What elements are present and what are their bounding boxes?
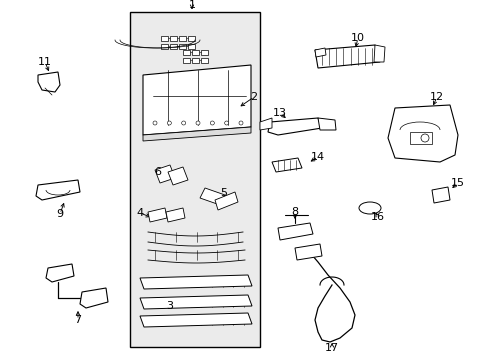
Bar — [187, 44, 194, 49]
Polygon shape — [140, 275, 251, 289]
Text: 3: 3 — [166, 301, 173, 311]
Polygon shape — [215, 192, 238, 210]
Polygon shape — [142, 65, 250, 135]
Bar — [178, 36, 185, 40]
Polygon shape — [387, 105, 457, 162]
Bar — [409, 132, 431, 144]
Bar — [169, 44, 176, 49]
Polygon shape — [140, 313, 251, 327]
Polygon shape — [317, 118, 335, 130]
Text: 1: 1 — [188, 0, 195, 10]
Bar — [201, 58, 207, 63]
Polygon shape — [260, 118, 271, 130]
Text: 15: 15 — [450, 178, 464, 188]
Text: 11: 11 — [38, 57, 52, 67]
Polygon shape — [294, 244, 321, 260]
Polygon shape — [267, 118, 321, 135]
Bar — [183, 49, 190, 54]
Polygon shape — [373, 45, 384, 62]
Text: 13: 13 — [272, 108, 286, 118]
Polygon shape — [46, 264, 74, 282]
Polygon shape — [314, 45, 379, 68]
Polygon shape — [200, 188, 224, 205]
Text: 9: 9 — [56, 209, 63, 219]
Circle shape — [167, 121, 171, 125]
Polygon shape — [168, 167, 187, 185]
Polygon shape — [165, 208, 184, 222]
Text: 8: 8 — [291, 207, 298, 217]
Circle shape — [196, 121, 200, 125]
Polygon shape — [314, 48, 325, 57]
Polygon shape — [278, 223, 312, 240]
Text: 5: 5 — [220, 188, 227, 198]
Bar — [169, 36, 176, 40]
Bar — [130, 12, 260, 347]
Bar — [183, 58, 190, 63]
Bar — [160, 36, 167, 40]
Bar — [160, 44, 167, 49]
Bar — [178, 44, 185, 49]
Text: 10: 10 — [350, 33, 364, 43]
Polygon shape — [155, 165, 175, 183]
Polygon shape — [271, 158, 302, 172]
Polygon shape — [142, 127, 250, 141]
Polygon shape — [431, 187, 449, 203]
Circle shape — [153, 121, 157, 125]
Text: 17: 17 — [324, 343, 338, 353]
Text: 14: 14 — [310, 152, 325, 162]
Ellipse shape — [358, 202, 380, 214]
Circle shape — [420, 134, 428, 142]
Bar — [187, 36, 194, 40]
Circle shape — [182, 121, 185, 125]
Bar — [192, 58, 199, 63]
Text: 12: 12 — [429, 92, 443, 102]
Polygon shape — [80, 288, 108, 308]
Text: 6: 6 — [154, 167, 161, 177]
Circle shape — [239, 121, 243, 125]
Polygon shape — [148, 208, 167, 222]
Text: 2: 2 — [250, 92, 257, 102]
Text: 4: 4 — [136, 208, 143, 218]
Circle shape — [224, 121, 228, 125]
Bar — [192, 49, 199, 54]
Text: 7: 7 — [74, 315, 81, 325]
Polygon shape — [36, 180, 80, 200]
Polygon shape — [38, 72, 60, 92]
Polygon shape — [140, 295, 251, 309]
Circle shape — [210, 121, 214, 125]
Text: 16: 16 — [370, 212, 384, 222]
Bar — [201, 49, 207, 54]
